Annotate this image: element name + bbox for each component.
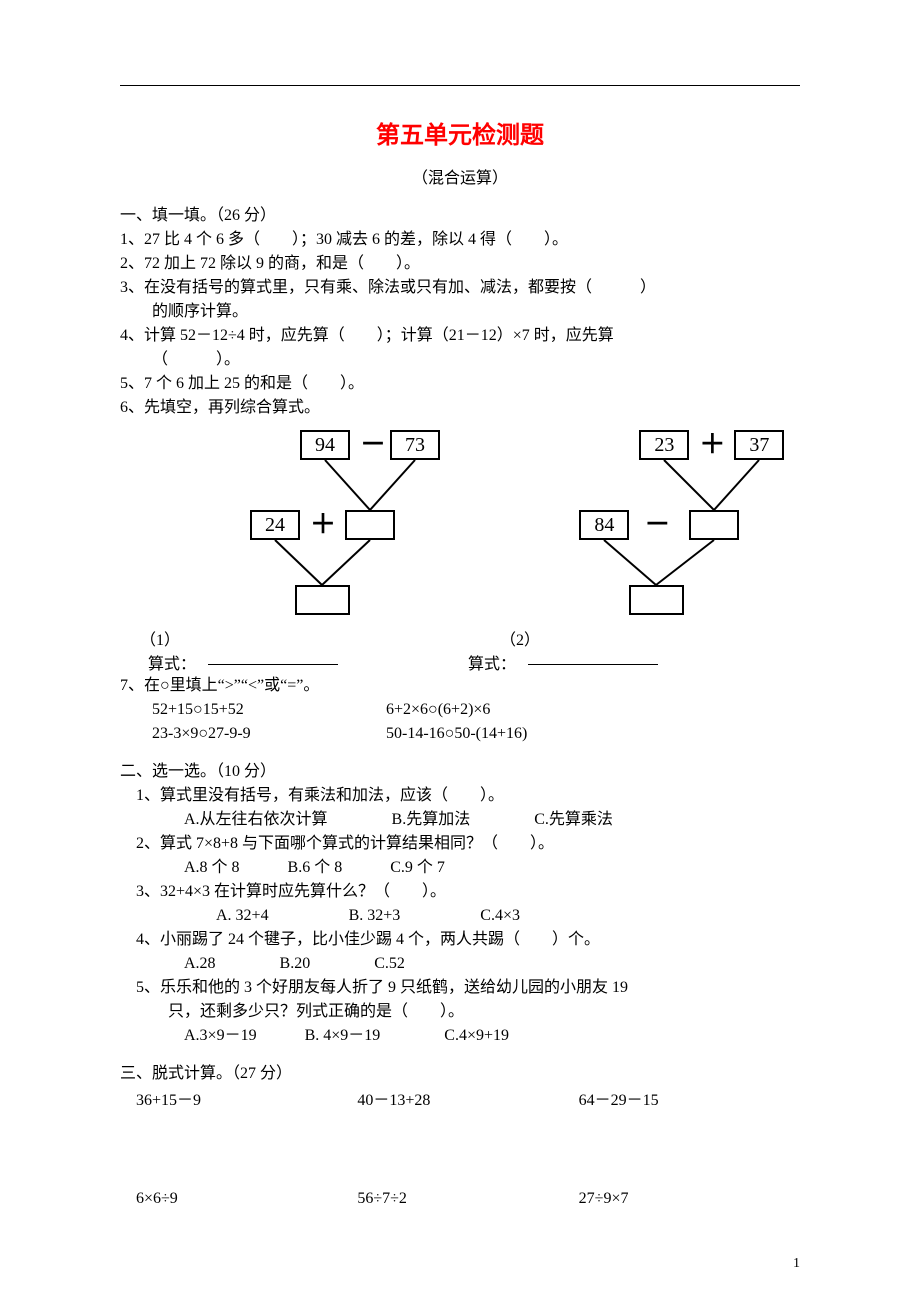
sec1-q1: 1、27 比 4 个 6 多（ ）；30 减去 6 的差，除以 4 得（ ）。 <box>120 228 800 252</box>
doc-title: 第五单元检测题 <box>120 115 800 150</box>
sec2-q5b: 只，还剩多少只？列式正确的是（ ）。 <box>120 1000 800 1024</box>
eq-blank-1 <box>208 650 338 665</box>
sec1-q7-row2: 23-3×9○27-9-9 50-14-16○50-(14+16) <box>120 722 800 746</box>
sec2-q3o: A. 32+4 B. 32+3 C.4×3 <box>120 904 800 928</box>
eq-label-2: 算式： <box>468 650 528 674</box>
sec3-r1c: 64－29－15 <box>579 1086 800 1110</box>
sec1-q7d: 50-14-16○50-(14+16) <box>386 725 527 742</box>
sec1-q4b: （ ）。 <box>120 348 800 372</box>
sec2-q5o: A.3×9－19 B. 4×9－19 C.4×9+19 <box>120 1024 800 1048</box>
sec1-q7a: 52+15○15+52 <box>152 698 382 722</box>
page-number: 1 <box>793 1256 800 1272</box>
sec1-q4a: 4、计算 52－12÷4 时，应先算（ ）；计算（21－12）×7 时，应先算 <box>120 324 800 348</box>
sec3-r1a: 36+15－9 <box>136 1086 357 1110</box>
d2-lines <box>519 430 819 620</box>
sec1-q5: 5、7 个 6 加上 25 的和是（ ）。 <box>120 372 800 396</box>
sec3-r1b: 40－13+28 <box>357 1086 578 1110</box>
sec3-row2: 6×6÷9 56÷7÷2 27÷9×7 <box>120 1190 800 1208</box>
sec2-q5a: 5、乐乐和他的 3 个好朋友每人折了 9 只纸鹤，送给幼儿园的小朋友 19 <box>120 976 800 1000</box>
sec3-r2c: 27÷9×7 <box>579 1190 800 1208</box>
diagram-row: 94 － 73 24 ＋ 23 ＋ 37 <box>120 430 800 620</box>
sec2-q3: 3、32+4×3 在计算时应先算什么？（ ）。 <box>120 880 800 904</box>
sec3-r2b: 56÷7÷2 <box>357 1190 578 1208</box>
sec2-q2o: A.8 个 8 B.6 个 8 C.9 个 7 <box>120 856 800 880</box>
sec3-heading: 三、脱式计算。（27 分） <box>120 1062 800 1086</box>
top-rule <box>120 85 800 86</box>
doc-subtitle: （混合运算） <box>120 164 800 188</box>
sec1-q6: 6、先填空，再列综合算式。 <box>120 396 800 420</box>
sec2-q1o: A.从左往右依次计算 B.先算加法 C.先算乘法 <box>120 808 800 832</box>
sec3-r2a: 6×6÷9 <box>136 1190 357 1208</box>
diagram-number-row: （1） （2） <box>120 626 800 650</box>
equation-row: 算式： 算式： <box>120 650 800 674</box>
sec3-row1: 36+15－9 40－13+28 64－29－15 <box>120 1086 800 1110</box>
sec1-q7-row1: 52+15○15+52 6+2×6○(6+2)×6 <box>120 698 800 722</box>
sec1-q7: 7、在○里填上“>”“<”或“=”。 <box>120 674 800 698</box>
sec2-q1: 1、算式里没有括号，有乘法和加法，应该（ ）。 <box>120 784 800 808</box>
diagram-1: 94 － 73 24 ＋ <box>180 430 479 620</box>
sec2-q4: 4、小丽踢了 24 个毽子，比小佳少踢 4 个，两人共踢（ ）个。 <box>120 928 800 952</box>
label-1: （1） <box>120 626 200 650</box>
label-2: （2） <box>480 626 560 650</box>
sec2-heading: 二、选一选。（10 分） <box>120 760 800 784</box>
sec1-q7b: 6+2×6○(6+2)×6 <box>386 701 490 718</box>
sec1-heading: 一、填一填。（26 分） <box>120 204 800 228</box>
eq-blank-2 <box>528 650 658 665</box>
eq-label-1: 算式： <box>120 650 208 674</box>
sec2-q4o: A.28 B.20 C.52 <box>120 952 800 976</box>
sec1-q7c: 23-3×9○27-9-9 <box>152 722 382 746</box>
sec2-q2: 2、算式 7×8+8 与下面哪个算式的计算结果相同？（ ）。 <box>120 832 800 856</box>
d1-lines <box>180 430 500 620</box>
page: 第五单元检测题 （混合运算） 一、填一填。（26 分） 1、27 比 4 个 6… <box>0 0 920 1302</box>
sec1-q3b: 的顺序计算。 <box>120 300 800 324</box>
diagram-2: 23 ＋ 37 84 － <box>519 430 800 620</box>
sec1-q3a: 3、在没有括号的算式里，只有乘、除法或只有加、减法，都要按（ ） <box>120 276 800 300</box>
sec1-q2: 2、72 加上 72 除以 9 的商，和是（ ）。 <box>120 252 800 276</box>
